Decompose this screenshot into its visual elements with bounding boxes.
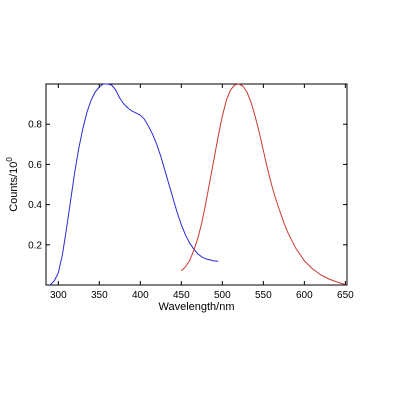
x-axis-label: Wavelength/nm xyxy=(158,301,234,313)
x-tick-label: 400 xyxy=(132,290,149,301)
y-tick-label: 0.6 xyxy=(28,160,42,171)
y-axis-label-exponent: 0 xyxy=(5,157,14,162)
series-layer xyxy=(49,83,346,286)
plot-frame xyxy=(45,83,348,286)
series-line-2 xyxy=(180,83,346,285)
series-line-1 xyxy=(49,83,219,286)
x-tick-label: 350 xyxy=(91,290,108,301)
x-axis-ticks: 300 350 400 450 500 550 600 650 xyxy=(50,84,354,301)
y-axis-ticks: 0.2 0.4 0.6 0.8 xyxy=(28,120,347,251)
y-axis-label: Counts/100 xyxy=(5,157,20,212)
x-tick-label: 300 xyxy=(50,290,67,301)
x-tick-label: 500 xyxy=(214,290,231,301)
y-tick-label: 0.4 xyxy=(28,200,42,211)
y-axis-label-base: Counts/10 xyxy=(8,162,20,212)
x-tick-label: 550 xyxy=(255,290,272,301)
y-tick-label: 0.8 xyxy=(28,120,42,131)
x-tick-label: 450 xyxy=(173,290,190,301)
x-tick-label: 650 xyxy=(337,290,354,301)
y-tick-label: 0.2 xyxy=(28,240,42,251)
x-tick-label: 600 xyxy=(296,290,313,301)
